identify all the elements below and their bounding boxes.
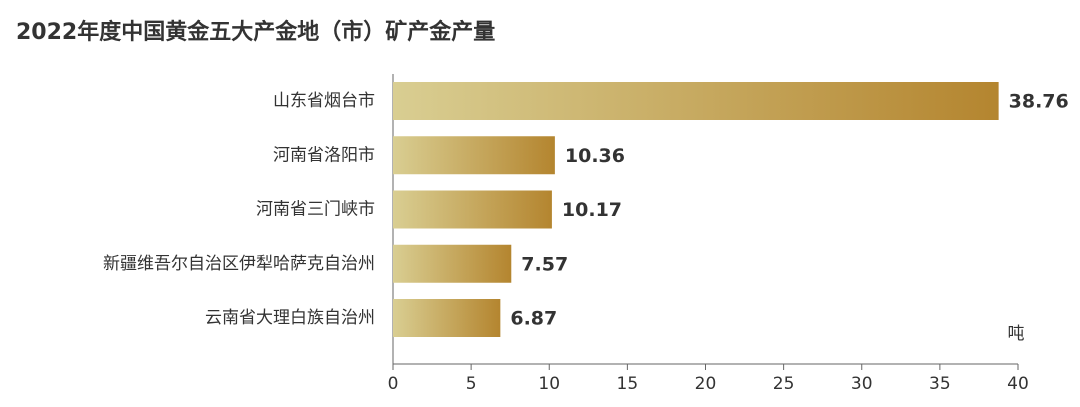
x-tick-label: 0 [388, 374, 399, 394]
y-tick-label: 河南省三门峡市 [256, 200, 375, 220]
bar [393, 190, 552, 229]
x-tick-label: 30 [851, 374, 873, 394]
y-tick-label: 山东省烟台市 [273, 91, 375, 111]
value-label: 38.76 [1009, 91, 1069, 113]
x-tick-label: 35 [929, 374, 951, 394]
x-tick-label: 15 [617, 374, 639, 394]
bar [393, 82, 999, 120]
value-label: 6.87 [510, 308, 557, 330]
bar [393, 244, 512, 283]
x-tick-label: 25 [773, 374, 795, 394]
value-label: 10.17 [562, 199, 622, 221]
value-label: 10.36 [565, 145, 625, 167]
y-tick-label: 河南省洛阳市 [273, 145, 375, 165]
bar [393, 136, 555, 175]
value-label: 7.57 [521, 253, 568, 275]
x-tick-label: 20 [695, 374, 717, 394]
x-tick-label: 5 [466, 374, 477, 394]
unit-label: 吨 [1008, 324, 1025, 344]
bar [393, 299, 501, 337]
y-tick-label: 云南省大理白族自治州 [205, 308, 375, 328]
x-tick-label: 40 [1007, 374, 1029, 394]
y-tick-label: 新疆维吾尔自治区伊犁哈萨克自治州 [103, 254, 375, 274]
chart-title: 2022年度中国黄金五大产金地（市）矿产金产量 [16, 19, 495, 45]
x-tick-label: 10 [538, 374, 560, 394]
